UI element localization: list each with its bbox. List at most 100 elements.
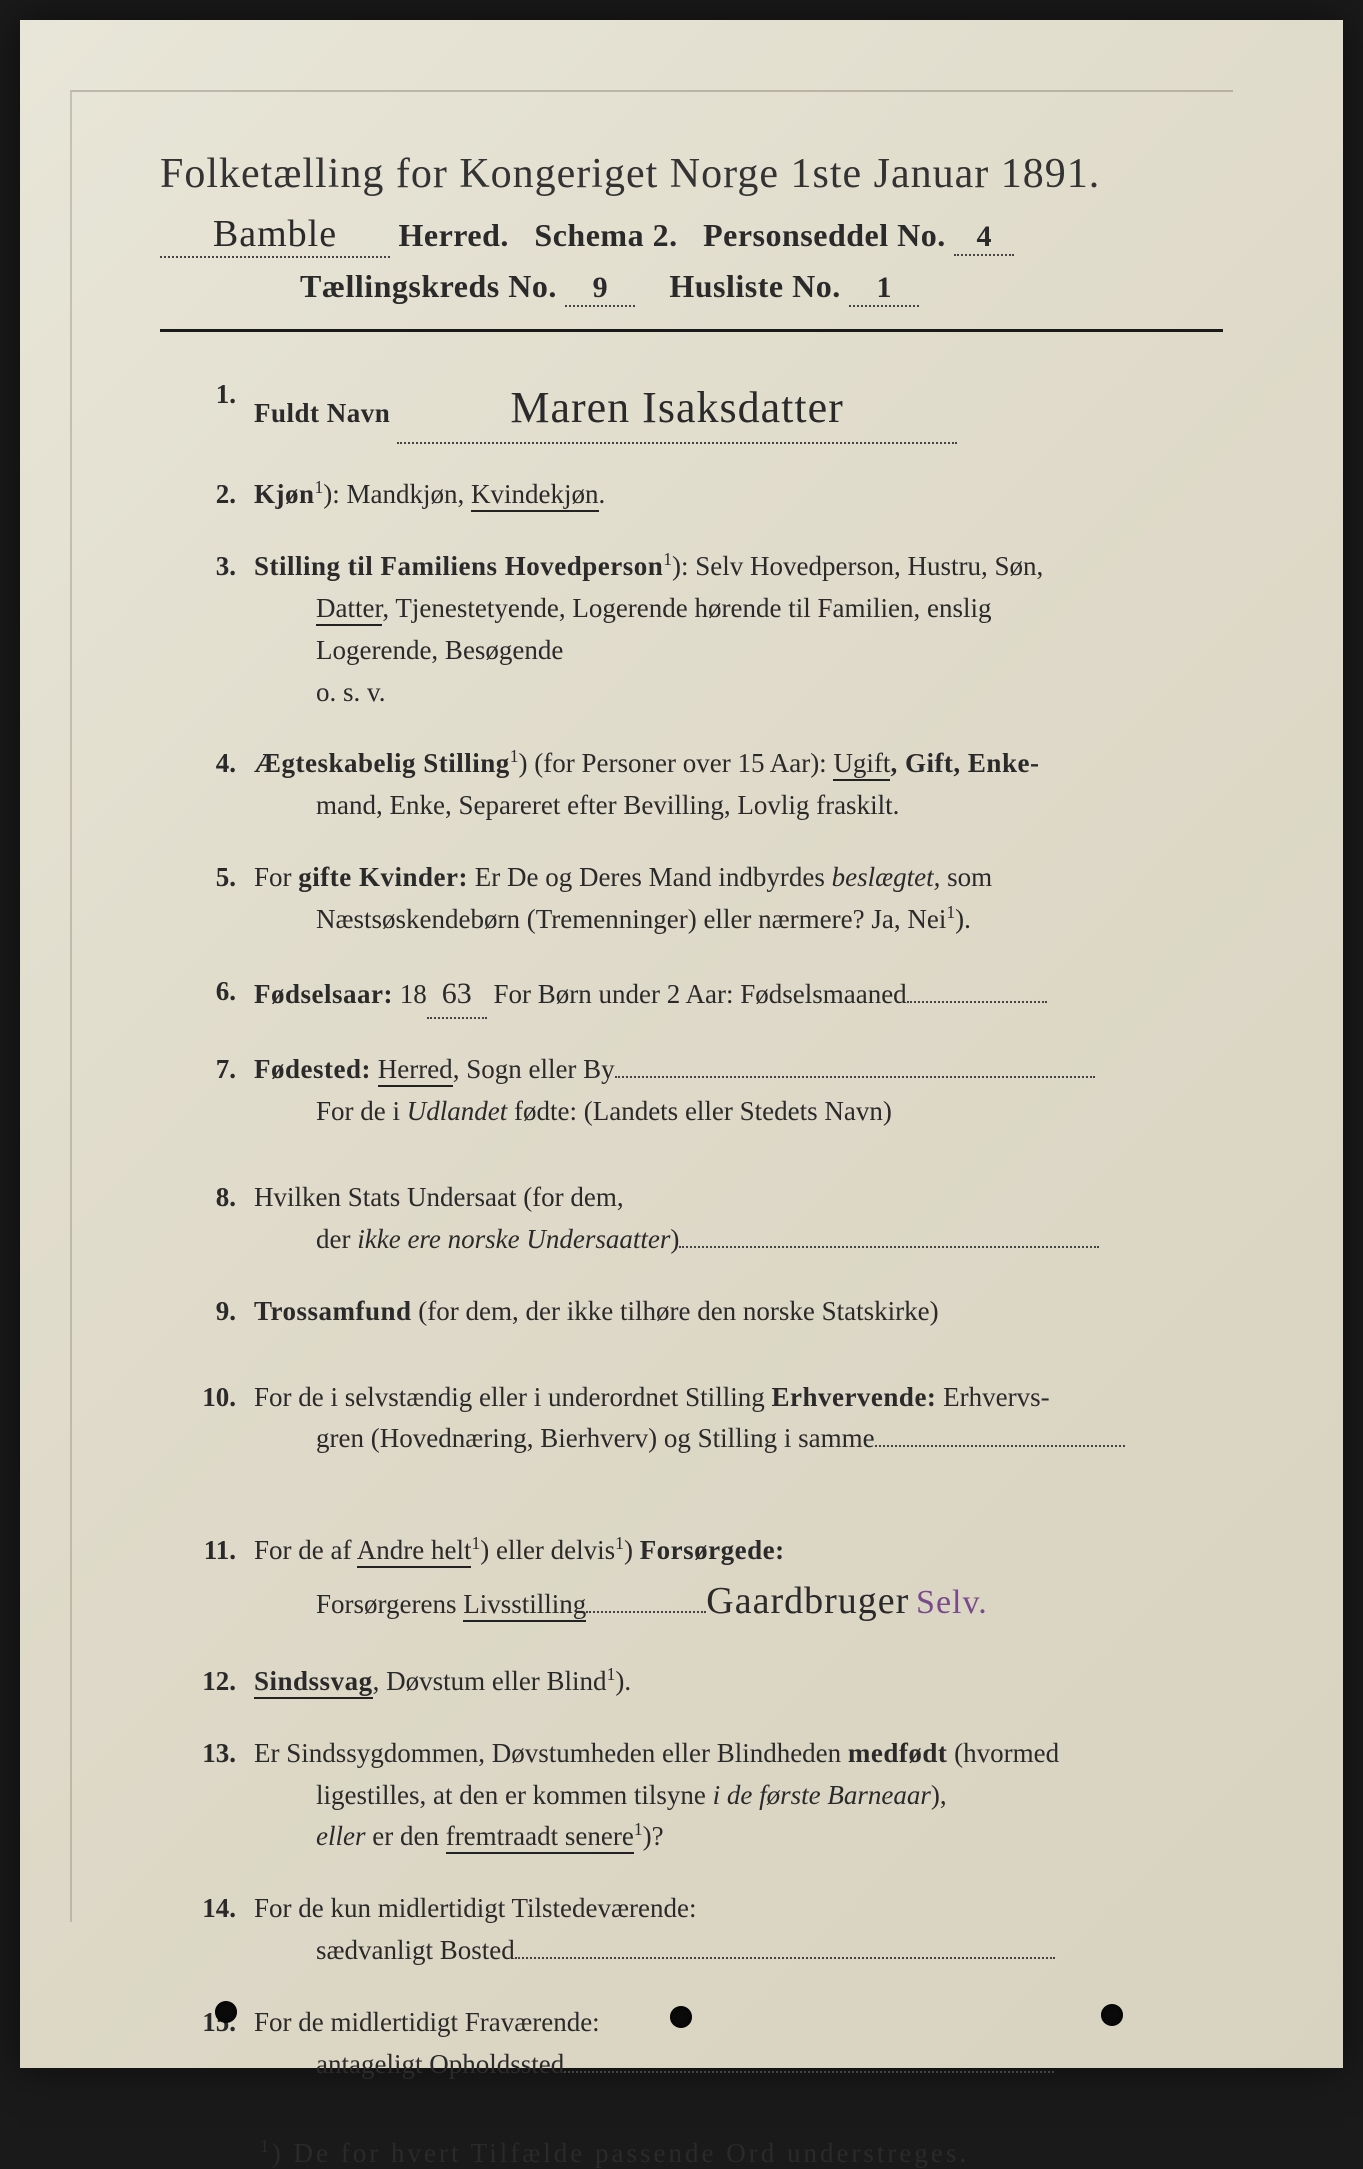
sup1-11: 1 <box>471 1533 480 1553</box>
num-14: 14. <box>180 1888 254 1972</box>
num-12: 12. <box>180 1661 254 1703</box>
item-5: 5. For gifte Kvinder: Er De og Deres Man… <box>180 857 1223 941</box>
herred-label: Herred. <box>399 217 509 253</box>
num-5: 5. <box>180 857 254 941</box>
item-11: 11. For de af Andre helt1) eller delvis1… <box>180 1530 1223 1631</box>
blank-15 <box>564 2046 1054 2073</box>
l2-14: sædvanligt Bosted <box>316 1935 515 1965</box>
month-blank <box>907 976 1047 1003</box>
sup-5: 1 <box>946 902 955 922</box>
l2rest-13: ), <box>931 1780 947 1810</box>
num-6: 6. <box>180 971 254 1020</box>
blank-11 <box>586 1586 706 1613</box>
l1rest-13: (hvormed <box>947 1738 1059 1768</box>
rest-9: (for dem, der ikke tilhøre den norske St… <box>412 1296 939 1326</box>
l2after-8: ) <box>670 1224 679 1254</box>
item-2: 2. Kjøn1): Mandkjøn, Kvindekjøn. <box>180 474 1223 516</box>
item-7: 7. Fødested: Herred, Sogn eller By For d… <box>180 1049 1223 1133</box>
num-13: 13. <box>180 1733 254 1859</box>
line3-3: Logerende, Besøgende <box>254 630 1223 672</box>
label-7: Fødested: <box>254 1054 371 1084</box>
num-4: 4. <box>180 743 254 827</box>
husliste-value: 1 <box>849 271 919 307</box>
sel-3: Datter <box>316 593 382 626</box>
item-12: 12. Sindssvag, Døvstum eller Blind1). <box>180 1661 1223 1703</box>
num-11: 11. <box>180 1530 254 1631</box>
divider <box>160 329 1223 332</box>
item-6: 6. Fødselsaar: 1863 For Børn under 2 Aar… <box>180 971 1223 1020</box>
form-items: 1. Fuldt Navn Maren Isaksdatter 2. Kjøn1… <box>160 374 1223 2086</box>
husliste-label: Husliste No. <box>669 268 840 304</box>
punch-hole-icon <box>670 2006 692 2028</box>
mid-11: ) eller delvis <box>480 1535 615 1565</box>
rest1b-5: som <box>940 862 992 892</box>
item-13: 13. Er Sindssygdommen, Døvstumheden elle… <box>180 1733 1223 1859</box>
value-name: Maren Isaksdatter <box>397 374 957 444</box>
label-6: Fødselsaar: <box>254 979 393 1009</box>
item-1: 1. Fuldt Navn Maren Isaksdatter <box>180 374 1223 444</box>
l2em-8: ikke ere norske Undersaatter <box>357 1224 670 1254</box>
item-8: 8. Hvilken Stats Undersaat (for dem, der… <box>180 1177 1223 1261</box>
rest-12: , Døvstum eller Blind <box>373 1666 607 1696</box>
header-line-3: Tællingskreds No. 9 Husliste No. 1 <box>160 268 1223 307</box>
footnote: 1) De for hvert Tilfælde passende Ord un… <box>160 2136 1223 2169</box>
item-3: 3. Stilling til Familiens Hovedperson1):… <box>180 546 1223 713</box>
l2em-7: Udlandet <box>407 1096 508 1126</box>
label-4: Ægteskabelig Stilling <box>254 748 510 778</box>
blank-7 <box>615 1051 1095 1078</box>
sup-13: 1 <box>634 1819 643 1839</box>
fn-sup: 1 <box>260 2136 272 2156</box>
sup-2: 1 <box>315 477 324 497</box>
kreds-value: 9 <box>565 271 635 307</box>
bold-11: Forsørgede: <box>640 1535 785 1565</box>
l2rest-7: fødte: (Landets eller Stedets Navn) <box>507 1096 892 1126</box>
l2-15: antageligt Opholdssted <box>316 2049 564 2079</box>
rest1-4: , Gift, Enke- <box>890 748 1039 778</box>
label-9: Trossamfund <box>254 1296 412 1326</box>
rest-6: For Børn under 2 Aar: Fødselsmaaned <box>487 979 907 1009</box>
num-2: 2. <box>180 474 254 516</box>
after-2: . <box>599 479 606 509</box>
l1-8: Hvilken Stats Undersaat (for dem, <box>254 1182 624 1212</box>
schema-label: Schema 2. <box>534 217 677 253</box>
l2em-13: i de første Barneaar <box>713 1780 931 1810</box>
l1-15: For de midlertidigt Fraværende: <box>254 2007 600 2037</box>
paren-4: ) (for Personer over 15 Aar): <box>519 748 834 778</box>
opts-2a: ): Mandkjøn, <box>323 479 471 509</box>
rest1-5: Er De og Deres Mand indbyrdes <box>468 862 832 892</box>
rest-10: Erhvervs- <box>936 1382 1049 1412</box>
sup-12: 1 <box>607 1664 616 1684</box>
blank-8 <box>679 1221 1099 1248</box>
yp-6: 18 <box>393 979 427 1009</box>
label-2: Kjøn <box>254 479 315 509</box>
l3u-13: fremtraadt senere <box>446 1821 634 1854</box>
l1pre-13: Er Sindssygdommen, Døvstumheden eller Bl… <box>254 1738 848 1768</box>
label-3: Stilling til Familiens Hovedperson <box>254 551 663 581</box>
l3after-13: )? <box>643 1821 664 1851</box>
l3em-13: eller <box>316 1821 365 1851</box>
num-8: 8. <box>180 1177 254 1261</box>
em1-5: beslægtet, <box>832 862 941 892</box>
num-10: 10. <box>180 1377 254 1461</box>
personseddel-value: 4 <box>954 220 1014 256</box>
item-10: 10. For de i selvstændig eller i underor… <box>180 1377 1223 1461</box>
after-5: ). <box>955 904 971 934</box>
census-form-page: Folketælling for Kongeriget Norge 1ste J… <box>20 20 1343 2068</box>
blank-10 <box>875 1420 1125 1447</box>
kreds-label: Tællingskreds No. <box>300 268 557 304</box>
l2pre-7: For de i <box>316 1096 407 1126</box>
header-line-2: Bamble Herred. Schema 2. Personseddel No… <box>160 212 1223 258</box>
l2-10: gren (Hovednæring, Bierhverv) og Stillin… <box>316 1423 875 1453</box>
item-4: 4. Ægteskabelig Stilling1) (for Personer… <box>180 743 1223 827</box>
line2-5: Næstsøskendebørn (Tremenninger) eller næ… <box>316 904 946 934</box>
personseddel-label: Personseddel No. <box>703 217 946 253</box>
after-12: ). <box>615 1666 631 1696</box>
pre-11: For de af <box>254 1535 357 1565</box>
l1-14: For de kun midlertidigt Tilstedeværende: <box>254 1893 696 1923</box>
bold-10: Erhvervende: <box>771 1382 936 1412</box>
blank-14 <box>515 1932 1055 1959</box>
u-12: Sindssvag <box>254 1666 373 1699</box>
main-title: Folketælling for Kongeriget Norge 1ste J… <box>160 150 1223 198</box>
sup2-11: 1 <box>615 1533 624 1553</box>
sel-2: Kvindekjøn <box>471 479 599 512</box>
